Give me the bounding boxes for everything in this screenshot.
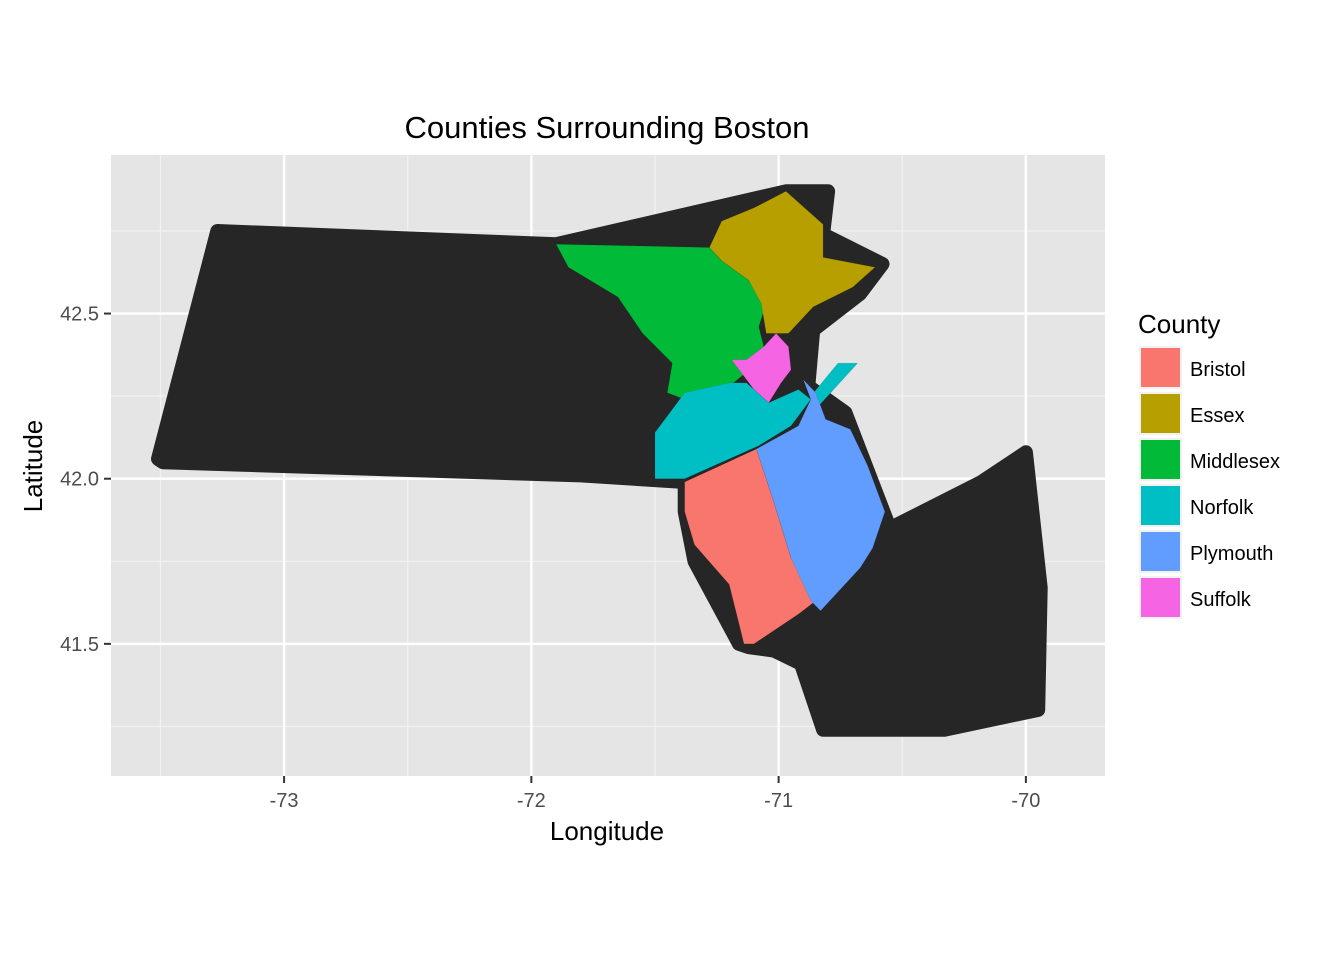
legend-label-suffolk: Suffolk xyxy=(1190,589,1252,611)
x-tick-label: -73 xyxy=(270,790,299,812)
legend-label-essex: Essex xyxy=(1190,405,1244,427)
x-axis-title: Longitude xyxy=(550,816,664,846)
legend-label-middlesex: Middlesex xyxy=(1190,451,1280,473)
legend-title: County xyxy=(1138,309,1220,339)
x-tick-label: -72 xyxy=(517,790,546,812)
legend-label-norfolk: Norfolk xyxy=(1190,497,1254,519)
region-plymouth xyxy=(756,379,886,612)
y-tick-label: 42.5 xyxy=(60,304,99,326)
legend-swatch-plymouth xyxy=(1141,532,1180,571)
legend-swatch-norfolk xyxy=(1141,486,1180,525)
region-suffolk xyxy=(731,332,792,404)
legend: County Bristol Essex Middlesex Norfolk Plymo… xyxy=(1138,309,1280,619)
chart-title: Counties Surrounding Boston xyxy=(405,110,810,145)
region-bristol xyxy=(684,448,817,645)
legend-label-plymouth: Plymouth xyxy=(1190,543,1273,565)
legend-items: Bristol Essex Middlesex Norfolk Plymouth Suff… xyxy=(1139,346,1280,619)
map-regions xyxy=(151,184,1048,737)
region-norfolk xyxy=(654,382,812,480)
x-tick-label: -71 xyxy=(764,790,793,812)
axis-ticks: -73 -72 -71 -70 41.5 42.0 42.5 xyxy=(60,304,1040,812)
legend-swatch-bristol xyxy=(1141,348,1180,387)
region-essex xyxy=(709,190,876,334)
legend-swatch-essex xyxy=(1141,394,1180,433)
legend-label-bristol: Bristol xyxy=(1190,359,1246,381)
y-tick-label: 41.5 xyxy=(60,634,99,656)
legend-swatch-suffolk xyxy=(1141,578,1180,617)
y-tick-label: 42.0 xyxy=(60,469,99,491)
legend-swatch-middlesex xyxy=(1141,440,1180,479)
x-tick-label: -70 xyxy=(1011,790,1040,812)
y-axis-title: Latitude xyxy=(18,420,48,513)
